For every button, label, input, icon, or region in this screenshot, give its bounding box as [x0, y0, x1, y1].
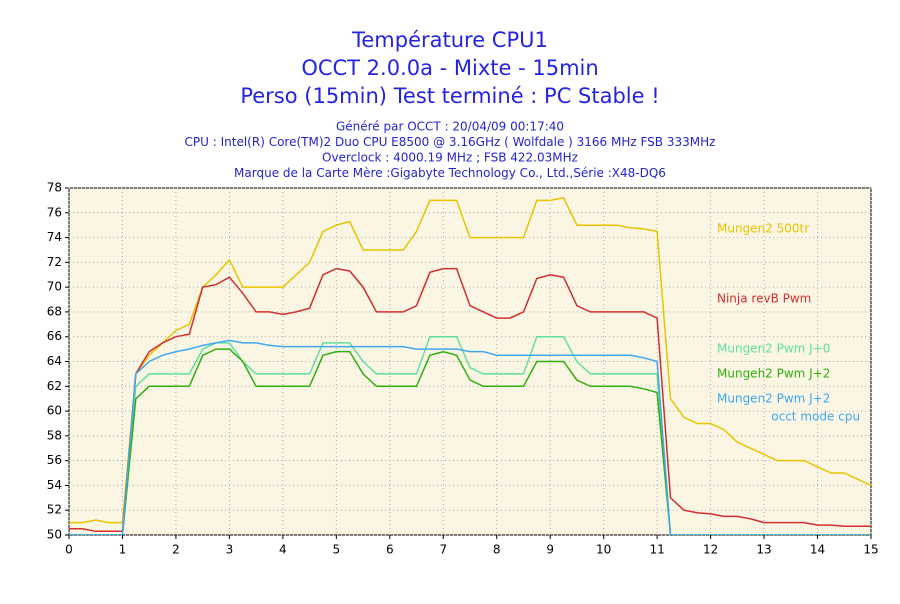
- chart-subtitle: Généré par OCCT : 20/04/09 00:17:40: [336, 120, 564, 134]
- y-tick-label: 62: [47, 379, 62, 393]
- legend-label: Mungen2 Pwm J+0: [717, 342, 830, 356]
- x-tick-label: 3: [226, 543, 234, 557]
- legend-label: Ninja revB Pwm: [717, 292, 811, 306]
- x-tick-label: 6: [386, 543, 394, 557]
- x-tick-label: 13: [756, 543, 771, 557]
- y-tick-label: 64: [47, 354, 62, 368]
- chart-subtitle: Marque de la Carte Mère :Gigabyte Techno…: [234, 166, 666, 180]
- series-line: [69, 335, 871, 535]
- x-tick-label: 1: [119, 543, 127, 557]
- y-tick-label: 58: [47, 428, 62, 442]
- series-line: [69, 267, 871, 533]
- series-line: [69, 348, 871, 535]
- chart-title: OCCT 2.0.0a - Mixte - 15min: [301, 56, 598, 80]
- x-tick-label: 7: [439, 543, 447, 557]
- x-tick-label: 9: [546, 543, 554, 557]
- annotation: occt mode cpu: [771, 410, 860, 424]
- x-tick-label: 12: [703, 543, 718, 557]
- x-tick-label: 11: [649, 543, 664, 557]
- y-tick-label: 78: [47, 181, 62, 195]
- y-tick-label: 76: [47, 205, 62, 219]
- y-tick-label: 54: [47, 478, 62, 492]
- y-tick-label: 72: [47, 255, 62, 269]
- y-tick-label: 68: [47, 304, 62, 318]
- x-tick-label: 0: [65, 543, 73, 557]
- legend-label: Mungen2 Pwm J+2: [717, 392, 830, 406]
- y-tick-label: 70: [47, 280, 62, 294]
- lines: [69, 197, 871, 535]
- y-tick-label: 66: [47, 329, 62, 343]
- chart-title: Température CPU1: [351, 28, 548, 52]
- y-tick-label: 60: [47, 404, 62, 418]
- y-tick-label: 50: [47, 528, 62, 542]
- chart-subtitle: CPU : Intel(R) Core(TM)2 Duo CPU E8500 @…: [185, 135, 716, 149]
- x-tick-label: 5: [333, 543, 341, 557]
- x-tick-label: 14: [810, 543, 825, 557]
- legend-label: Mungen2 500tr: [717, 222, 809, 236]
- x-tick-label: 4: [279, 543, 287, 557]
- x-tick-label: 10: [596, 543, 611, 557]
- legend-label: Mungeh2 Pwm J+2: [717, 367, 830, 381]
- series-line: [69, 339, 871, 535]
- labels: Température CPU1 OCCT 2.0.0a - Mixte - 15…: [47, 28, 879, 557]
- x-tick-label: 2: [172, 543, 180, 557]
- y-tick-label: 52: [47, 503, 62, 517]
- chart-subtitle: Overclock : 4000.19 MHz ; FSB 422.03MHz: [322, 151, 578, 165]
- x-tick-label: 15: [863, 543, 878, 557]
- x-tick-label: 8: [493, 543, 501, 557]
- chart-title: Perso (15min) Test terminé : PC Stable !: [240, 84, 659, 108]
- y-tick-label: 56: [47, 453, 62, 467]
- y-tick-label: 74: [47, 230, 62, 244]
